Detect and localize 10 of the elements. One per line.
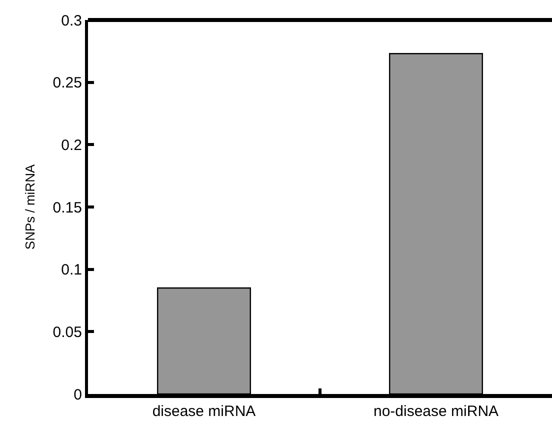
y-tick-label: 0.25	[52, 74, 82, 92]
x-tick-label: disease miRNA	[152, 403, 256, 420]
y-axis-title: SNPs / miRNA	[22, 164, 38, 250]
y-tick-label: 0.3	[61, 12, 82, 30]
y-tick-label: 0	[74, 386, 82, 404]
y-tick-label: 0.15	[52, 199, 82, 216]
y-tick-label: 0.1	[61, 262, 82, 279]
y-tick-label: 0.05	[52, 324, 82, 341]
y-tick-label: 0.2	[61, 136, 82, 154]
x-tick-label: no-disease miRNA	[373, 403, 499, 420]
